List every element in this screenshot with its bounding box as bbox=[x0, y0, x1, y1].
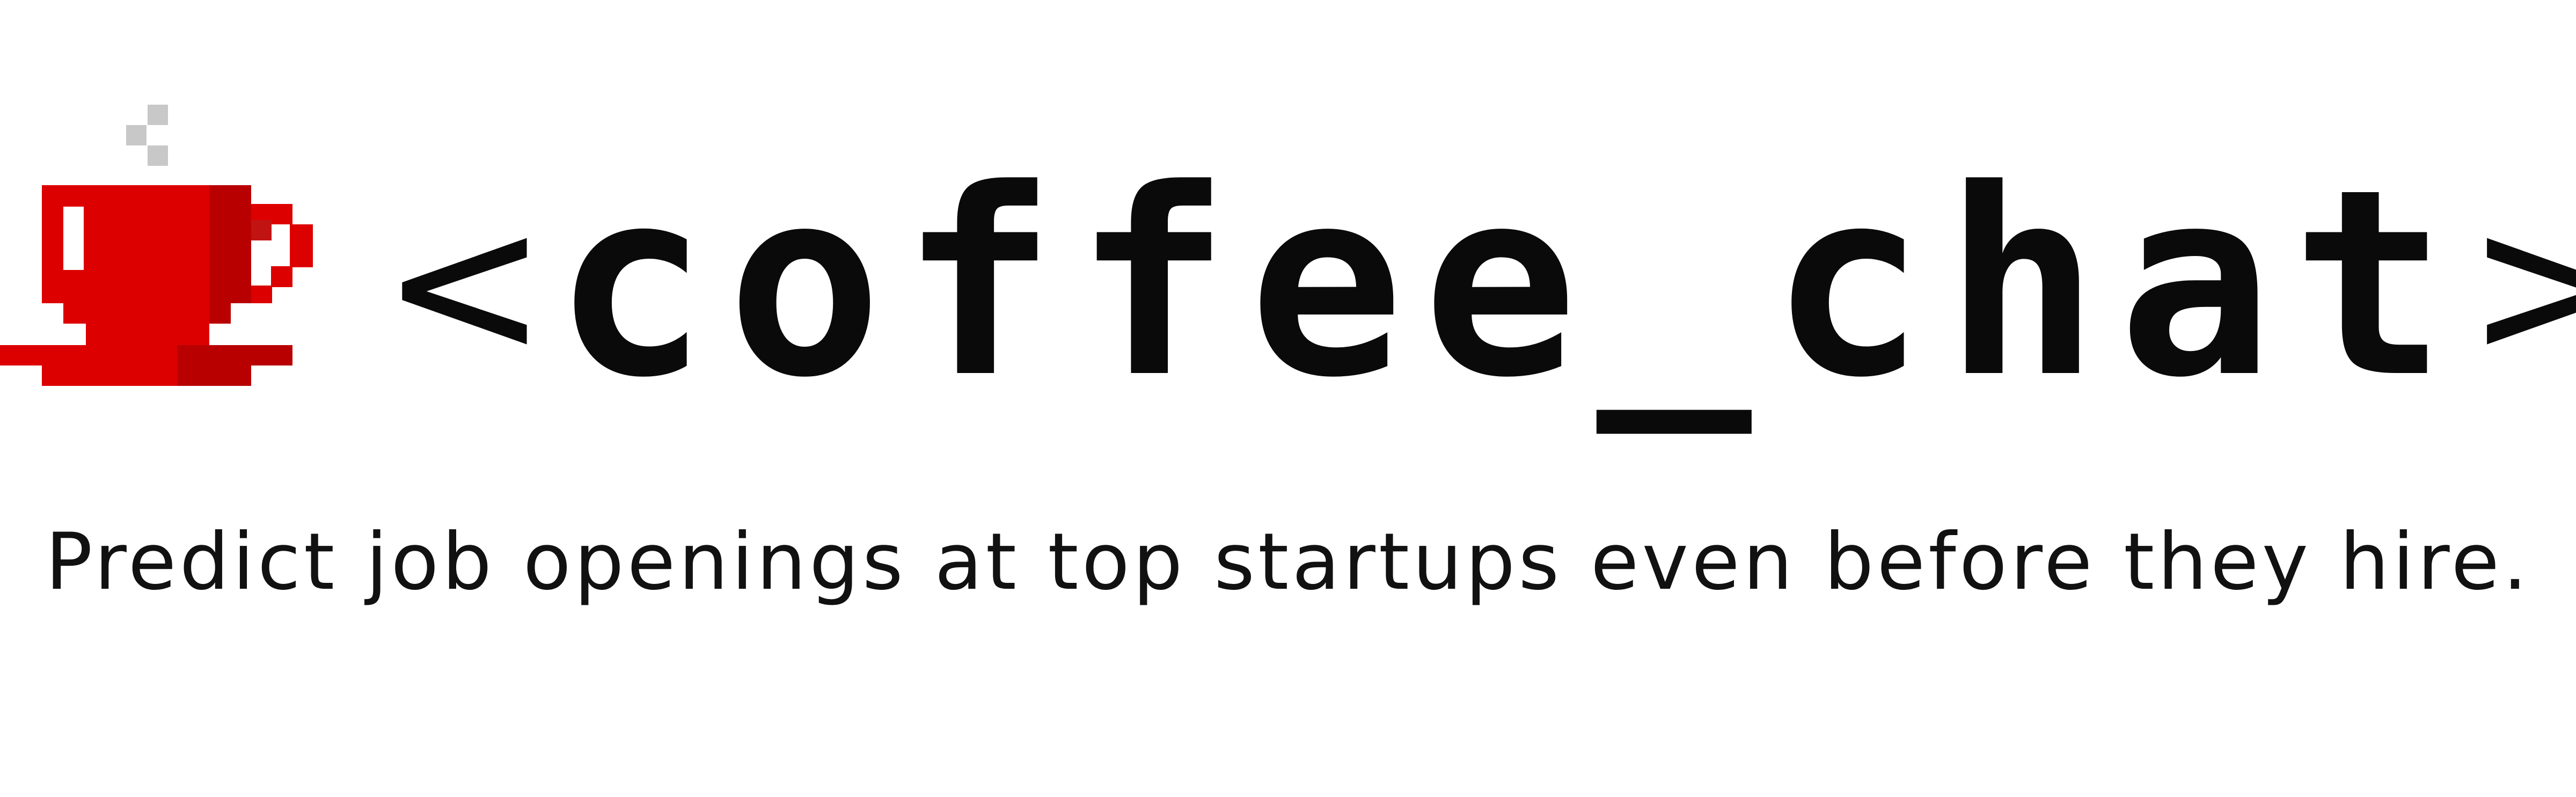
brand-name: coffee_chat bbox=[553, 134, 2466, 434]
brand-wordmark: < coffee_chat > bbox=[392, 134, 2576, 435]
close-bracket: > bbox=[2477, 176, 2576, 393]
pixel-coffee-cup-icon bbox=[0, 97, 322, 397]
open-bracket: < bbox=[392, 158, 537, 411]
tagline: Predict job openings at top startups eve… bbox=[45, 516, 2531, 608]
